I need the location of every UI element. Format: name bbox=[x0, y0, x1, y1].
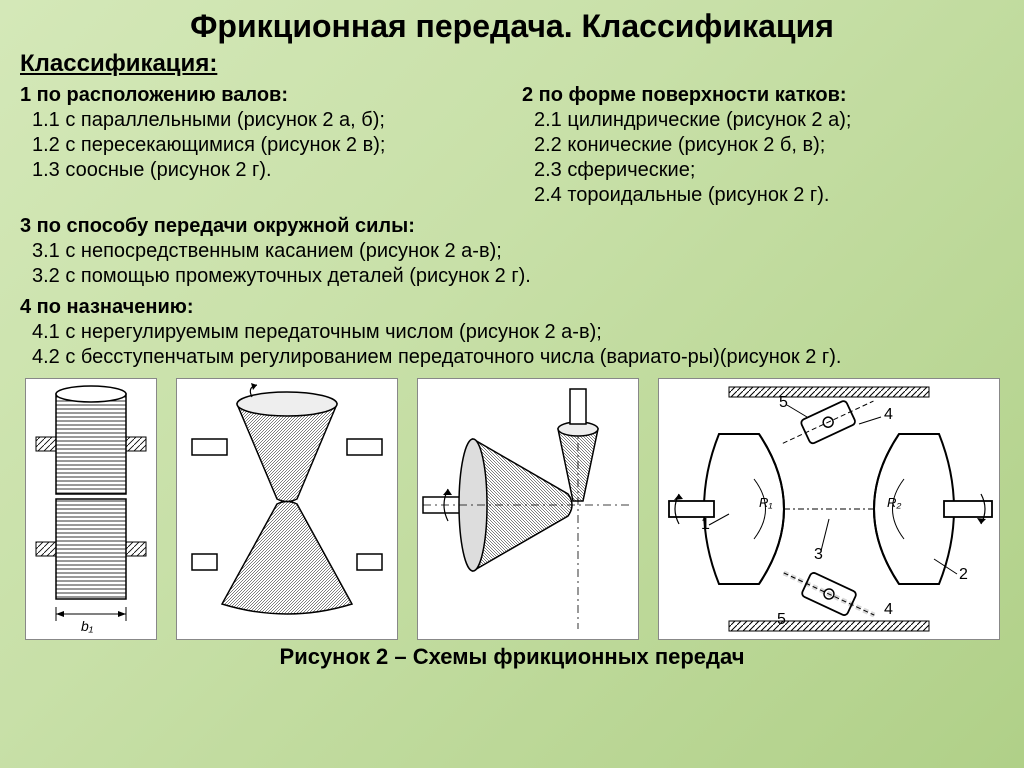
cat4-item2: 4.2 с бесступенчатым регулированием пере… bbox=[20, 345, 1004, 370]
label-1: 1 bbox=[701, 516, 710, 533]
figures-row: b₁ bbox=[0, 370, 1024, 640]
figure-c bbox=[417, 378, 639, 640]
cat4-head: 4 по назначению: bbox=[20, 295, 1004, 320]
r1-label: R₁ bbox=[759, 495, 773, 510]
figure-caption: Рисунок 2 – Схемы фрикционных передач bbox=[0, 640, 1024, 678]
figure-b bbox=[176, 378, 398, 640]
cat2-item1: 2.1 цилиндрические (рисунок 2 а); bbox=[522, 108, 1004, 133]
r2-label: R₂ bbox=[887, 495, 901, 510]
figure-c-svg bbox=[418, 379, 638, 639]
cat4-item1: 4.1 с нерегулируемым передаточным числом… bbox=[20, 320, 1004, 345]
label-5b: 5 bbox=[777, 611, 786, 628]
col-right: 2 по форме поверхности катков: 2.1 цилин… bbox=[522, 83, 1004, 208]
label-4: 4 bbox=[884, 406, 893, 423]
cat4-block: 4 по назначению: 4.1 с нерегулируемым пе… bbox=[20, 295, 1004, 370]
slide-title: Фрикционная передача. Классификация bbox=[0, 0, 1024, 49]
cat1-head: 1 по расположению валов: bbox=[20, 83, 502, 108]
label-4b: 4 bbox=[884, 601, 893, 618]
figure-d: 1 2 3 4 5 5 4 R₁ R₂ bbox=[658, 378, 1000, 640]
figure-a-svg: b₁ bbox=[26, 379, 156, 639]
figure-a: b₁ bbox=[25, 378, 157, 640]
cat3-item1: 3.1 с непосредственным касанием (рисунок… bbox=[20, 239, 1004, 264]
cat3-block: 3 по способу передачи окружной силы: 3.1… bbox=[20, 214, 1004, 289]
top-columns: 1 по расположению валов: 1.1 с параллель… bbox=[20, 83, 1004, 208]
cat3-item2: 3.2 с помощью промежуточных деталей (рис… bbox=[20, 264, 1004, 289]
label-2: 2 bbox=[959, 566, 968, 583]
cat3-head: 3 по способу передачи окружной силы: bbox=[20, 214, 1004, 239]
cat2-item4: 2.4 тороидальные (рисунок 2 г). bbox=[522, 183, 1004, 208]
cat2-item2: 2.2 конические (рисунок 2 б, в); bbox=[522, 133, 1004, 158]
label-5: 5 bbox=[779, 394, 788, 411]
figure-b-svg bbox=[177, 379, 397, 639]
content-area: Классификация: 1 по расположению валов: … bbox=[0, 49, 1024, 370]
b1-label: b₁ bbox=[81, 618, 94, 634]
figure-d-svg: 1 2 3 4 5 5 4 R₁ R₂ bbox=[659, 379, 999, 639]
col-left: 1 по расположению валов: 1.1 с параллель… bbox=[20, 83, 502, 208]
classification-heading: Классификация: bbox=[20, 49, 1004, 79]
cat1-item1: 1.1 с параллельными (рисунок 2 а, б); bbox=[20, 108, 502, 133]
cat1-item3: 1.3 соосные (рисунок 2 г). bbox=[20, 158, 502, 183]
cat1-item2: 1.2 с пересекающимися (рисунок 2 в); bbox=[20, 133, 502, 158]
cat2-item3: 2.3 сферические; bbox=[522, 158, 1004, 183]
cat2-head: 2 по форме поверхности катков: bbox=[522, 83, 1004, 108]
